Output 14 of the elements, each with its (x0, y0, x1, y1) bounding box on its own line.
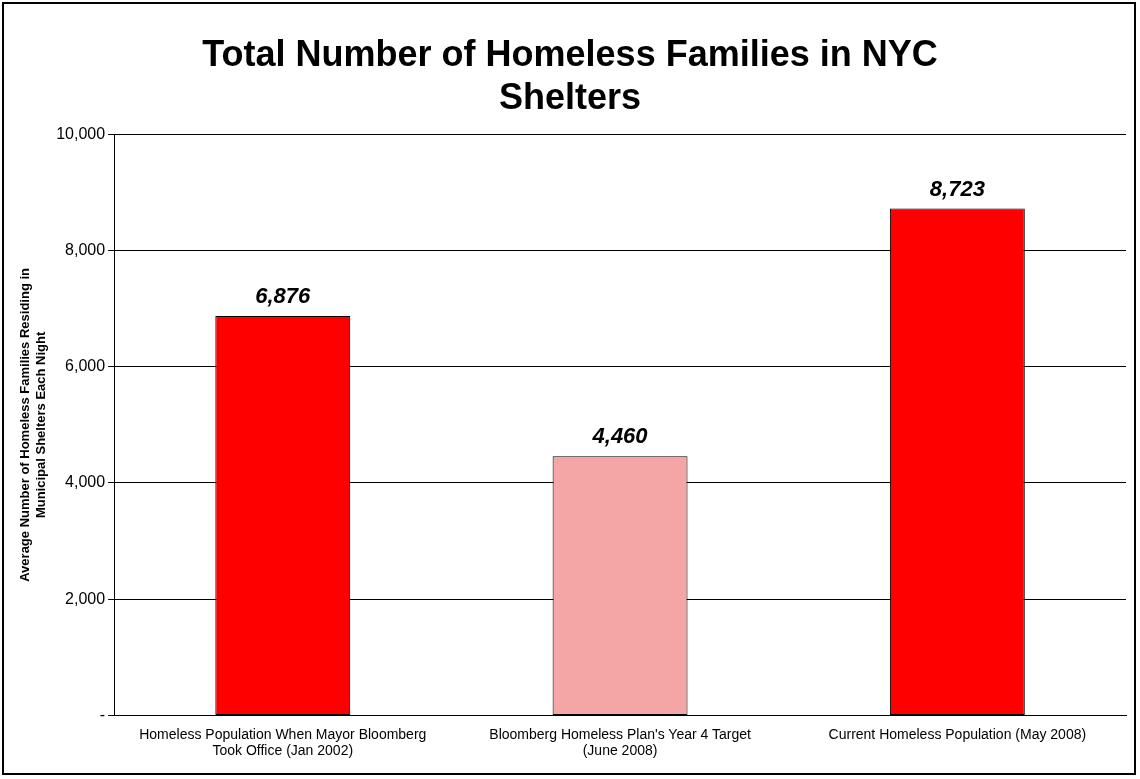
y-axis-title: Average Number of Homeless Families Residing in Municipal Shelters Each Night (17, 267, 48, 582)
y-tick-label: 4,000 (65, 473, 106, 491)
y-tick-label: - (99, 705, 106, 723)
y-tick-label: 2,000 (65, 589, 106, 607)
x-tick-label: Current Homeless Population (May 2008) (828, 725, 1087, 742)
data-label: 6,876 (255, 282, 312, 308)
y-tick-label: 6,000 (65, 357, 106, 375)
x-tick-label: Homeless Population When Mayor Bloomberg Took Office (Jan 2002) (139, 725, 427, 759)
x-tick-label: Bloomberg Homeless Plan's Year 4 Target (June 2008) (489, 725, 751, 759)
chart-title: Total Number of Homeless Families in NYC Shelters (202, 32, 938, 117)
y-tick-label: 10,000 (56, 124, 106, 142)
data-label: 4,460 (591, 423, 649, 449)
data-label: 8,723 (929, 175, 985, 201)
y-tick-label: 8,000 (65, 241, 106, 259)
